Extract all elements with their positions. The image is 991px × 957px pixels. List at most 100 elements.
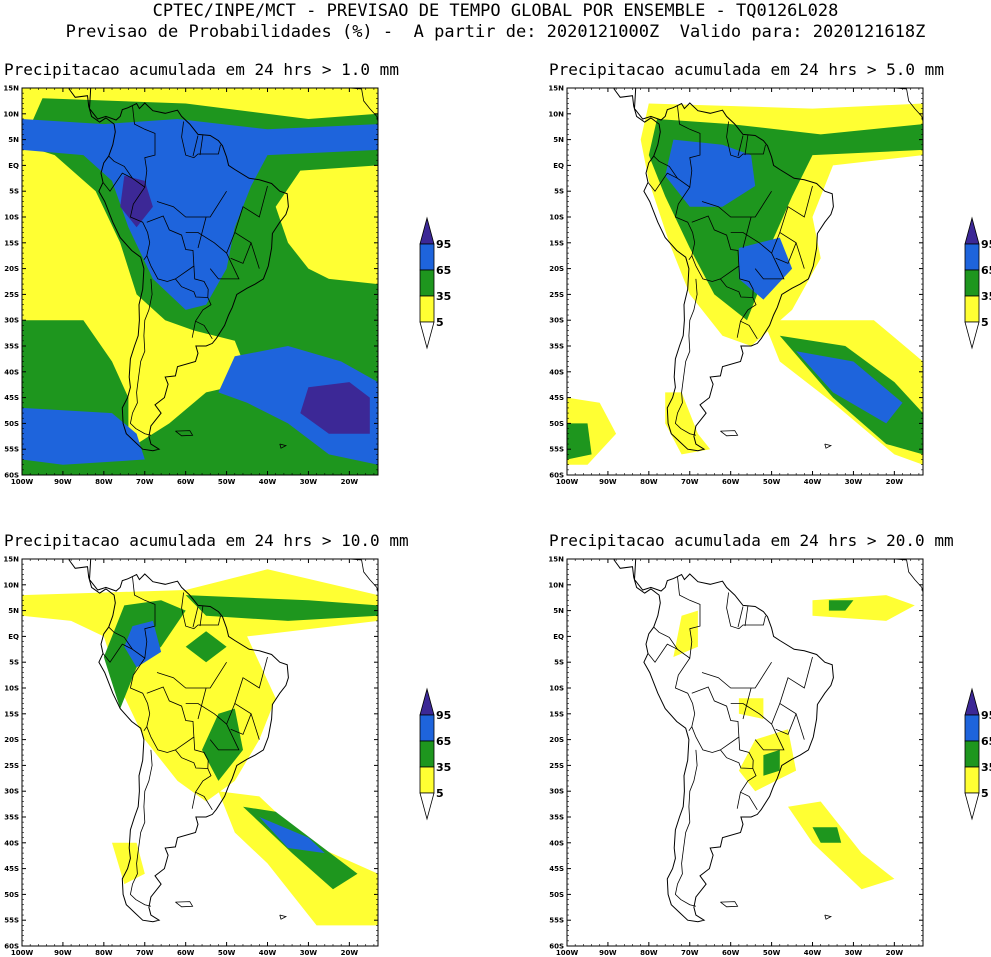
colorbar-cap-95 — [964, 216, 980, 245]
lon-label: 100W — [556, 478, 579, 486]
map-frame — [566, 87, 924, 476]
country-border — [742, 216, 752, 249]
probability-region-65 — [738, 237, 793, 300]
probability-region-5 — [673, 610, 698, 657]
colorbar-segment — [964, 714, 980, 742]
country-border — [129, 657, 151, 732]
country-border — [191, 297, 212, 338]
probability-map: 15N 10N 5N EQ 5S 10S 15S 20S 25S 30S 35S 40S 45S 50S 5… — [548, 556, 924, 957]
colorbar-segment — [964, 269, 980, 297]
lat-label: EQ — [8, 633, 19, 641]
colorbar-label: 5 — [981, 787, 989, 800]
country-border — [199, 605, 204, 627]
country-border — [744, 134, 749, 156]
lat-label: 55S — [549, 446, 564, 454]
country-border — [779, 185, 813, 269]
lat-label: 10N — [3, 110, 19, 118]
probability-region-35 — [828, 600, 854, 611]
colorbar-label: 5 — [981, 316, 989, 329]
coastline-fragment — [349, 559, 378, 593]
lon-label: 60W — [177, 949, 195, 957]
lon-label: 80W — [640, 478, 658, 486]
probability-map: 15N 10N 5N EQ 5S 10S 15S 20S 25S 30S 35S 40S 45S 50S 5… — [3, 556, 379, 957]
country-border — [234, 185, 268, 269]
colorbar-segment — [419, 295, 435, 323]
lat-label: 20S — [4, 265, 19, 273]
probability-region-35 — [763, 749, 780, 776]
coastline-fragment — [720, 430, 739, 437]
country-border — [156, 661, 227, 689]
country-border — [653, 577, 701, 659]
lon-label: 40W — [259, 949, 277, 957]
colorbar-segment — [419, 243, 435, 271]
country-border — [209, 723, 240, 751]
lat-label: 10S — [549, 685, 564, 693]
lat-label: 30S — [549, 788, 564, 796]
country-border — [736, 768, 757, 809]
lat-label: EQ — [8, 162, 19, 170]
country-border — [185, 703, 236, 725]
probability-region-35 — [185, 631, 227, 663]
lon-label: 80W — [95, 949, 113, 957]
panel-title: Precipitacao acumulada em 24 hrs > 5.0 m… — [549, 60, 944, 79]
lat-label: 40S — [4, 368, 19, 376]
probability-region-35 — [567, 423, 592, 460]
probability-map: 15N 10N 5N EQ 5S 10S 15S 20S 25S 30S 35S 40S 45S 50S 5… — [548, 85, 924, 486]
country-border — [674, 278, 698, 436]
probability-region-65 — [259, 817, 325, 854]
lat-label: 20S — [4, 736, 19, 744]
country-border — [730, 232, 781, 254]
lat-label: 50S — [4, 891, 19, 899]
lon-label: 70W — [681, 478, 699, 486]
lat-label: 5N — [553, 136, 564, 144]
country-border — [720, 265, 754, 298]
colorbar-label: 35 — [981, 290, 991, 303]
lat-label: 55S — [549, 917, 564, 925]
probability-region-65 — [22, 407, 145, 465]
lat-label: EQ — [553, 162, 564, 170]
probability-region-5 — [788, 801, 895, 890]
lat-label: 15S — [549, 710, 564, 718]
country-border — [674, 749, 698, 907]
country-border — [185, 232, 236, 254]
country-border — [129, 749, 153, 907]
country-border — [647, 643, 678, 663]
probability-region-35 — [812, 827, 842, 843]
lat-label: 50S — [549, 420, 564, 428]
country-border — [701, 661, 772, 689]
lon-label: 80W — [95, 478, 113, 486]
colorbar-label: 65 — [981, 735, 991, 748]
country-border — [726, 121, 766, 159]
lat-label: 35S — [4, 343, 19, 351]
country-border — [108, 106, 156, 188]
lat-label: 25S — [549, 762, 564, 770]
lat-label: 15N — [548, 556, 564, 564]
lat-label: 60S — [549, 472, 564, 480]
lon-label: 70W — [136, 949, 154, 957]
lon-label: 70W — [681, 949, 699, 957]
country-border — [102, 172, 133, 192]
country-border — [181, 592, 221, 630]
country-border — [775, 713, 797, 735]
probability-region-65 — [22, 119, 378, 310]
figure-subtitle: Previsao de Probabilidades (%) - A parti… — [65, 22, 926, 42]
probability-region-65 — [218, 346, 378, 465]
country-border — [234, 656, 268, 740]
country-border — [199, 134, 204, 156]
colorbar-cap-95 — [419, 687, 435, 716]
lat-label: 35S — [549, 814, 564, 822]
panel-precip-1mm: Precipitacao acumulada em 24 hrs > 1.0 m… — [0, 60, 460, 486]
country-border — [195, 791, 213, 811]
lon-label: 30W — [300, 949, 318, 957]
country-border — [737, 135, 744, 157]
country-border — [181, 121, 221, 159]
figure-title: CPTEC/INPE/MCT - PREVISAO DE TEMPO GLOBA… — [152, 1, 839, 21]
lat-label: 15S — [549, 239, 564, 247]
lon-label: 100W — [556, 949, 579, 957]
lon-label: 40W — [259, 478, 277, 486]
country-border — [779, 656, 813, 740]
lat-label: 60S — [4, 943, 19, 951]
lon-label: 80W — [640, 949, 658, 957]
colorbar-cap-low — [419, 321, 435, 350]
lat-label: 20S — [549, 736, 564, 744]
